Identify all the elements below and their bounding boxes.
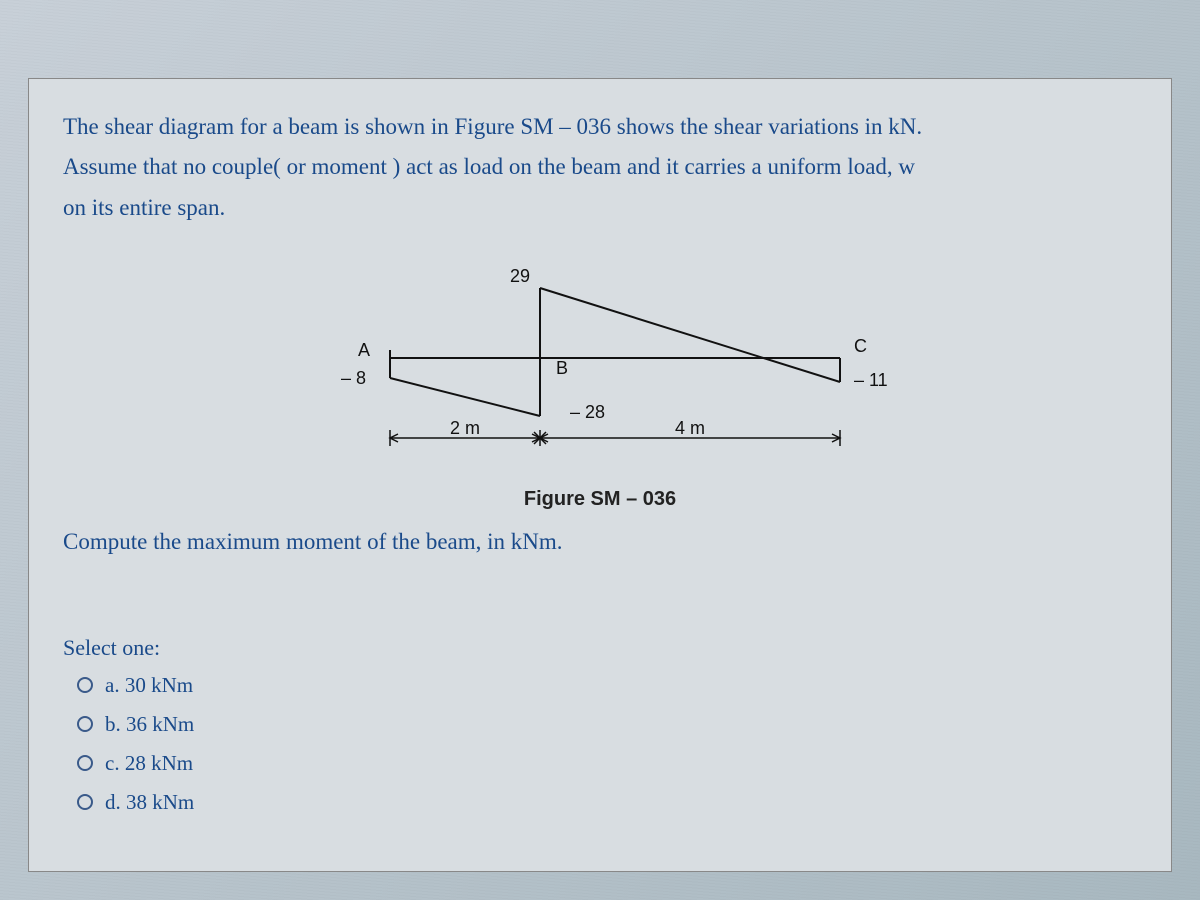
label-neg11: – 11 — [854, 370, 888, 390]
radio-icon — [77, 716, 93, 732]
figure-caption: Figure SM – 036 — [63, 488, 1137, 511]
option-value: 30 kNm — [125, 673, 193, 698]
option-b[interactable]: b. 36 kNm — [77, 712, 1137, 737]
label-29: 29 — [510, 266, 530, 286]
shear-diagram-figure: A – 8 29 B – 28 C – 11 2 m 4 m — [310, 258, 890, 478]
option-a[interactable]: a. 30 kNm — [77, 673, 1137, 698]
label-span-bc: 4 m — [675, 418, 705, 438]
option-d[interactable]: d. 38 kNm — [77, 790, 1137, 815]
seg-bc-slope — [540, 288, 840, 382]
seg-ab-lower-slope — [390, 378, 540, 416]
shear-diagram-svg: A – 8 29 B – 28 C – 11 2 m 4 m — [310, 258, 890, 478]
question-line-1: The shear diagram for a beam is shown in… — [63, 107, 1137, 147]
label-c: C — [854, 336, 867, 356]
option-letter: d. — [105, 790, 121, 815]
radio-icon — [77, 794, 93, 810]
question-line-3: on its entire span. — [63, 188, 1137, 228]
radio-icon — [77, 755, 93, 771]
label-a: A — [358, 340, 370, 360]
option-letter: c. — [105, 751, 120, 776]
select-one-label: Select one: — [63, 635, 1137, 661]
option-value: 38 kNm — [126, 790, 194, 815]
question-line-2: Assume that no couple( or moment ) act a… — [63, 147, 1137, 187]
option-value: 28 kNm — [125, 751, 193, 776]
options-list: a. 30 kNm b. 36 kNm c. 28 kNm d. 38 kNm — [63, 673, 1137, 815]
option-letter: a. — [105, 673, 120, 698]
question-card: The shear diagram for a beam is shown in… — [28, 78, 1172, 872]
option-value: 36 kNm — [126, 712, 194, 737]
compute-instruction: Compute the maximum moment of the beam, … — [63, 529, 1137, 555]
label-neg28: – 28 — [570, 402, 605, 422]
label-b: B — [556, 358, 568, 378]
option-letter: b. — [105, 712, 121, 737]
label-span-ab: 2 m — [450, 418, 480, 438]
radio-icon — [77, 677, 93, 693]
label-neg8: – 8 — [341, 368, 366, 388]
option-c[interactable]: c. 28 kNm — [77, 751, 1137, 776]
